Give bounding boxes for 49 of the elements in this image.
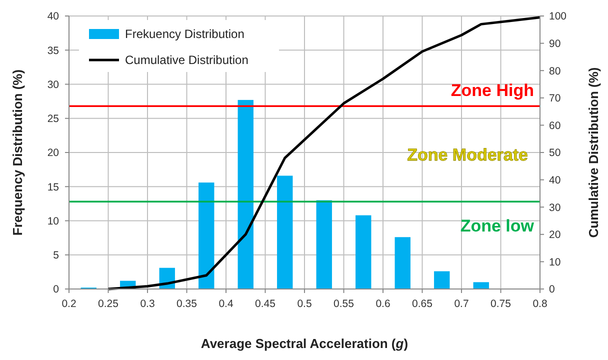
bar — [356, 215, 372, 289]
y2-tick-label: 90 — [549, 38, 561, 50]
annotation: Zone Moderate — [407, 145, 528, 164]
y-axis-title: Frequency Distribution (%) — [10, 69, 25, 236]
y2-tick-label: 0 — [549, 284, 555, 296]
bar — [434, 271, 450, 289]
x-tick-label: 0.45 — [255, 298, 276, 310]
x-tick-label: 0.55 — [334, 298, 354, 310]
y-tick-label: 5 — [53, 250, 60, 262]
y2-axis-title: Cumulative Distribution (%) — [586, 67, 601, 238]
y-tick-label: 20 — [47, 147, 60, 160]
y2-tick-label: 60 — [549, 120, 561, 132]
bar — [473, 282, 489, 289]
x-tick-label: 0.7 — [454, 298, 469, 310]
legend-label: Cumulative Distribution — [125, 53, 248, 68]
y2-tick-label: 50 — [549, 147, 561, 160]
y-tick-label: 10 — [47, 215, 60, 228]
x-tick-label: 0.6 — [376, 298, 390, 310]
y2-tick-label: 20 — [549, 229, 561, 242]
y2-tick-label: 70 — [549, 92, 561, 105]
bar — [198, 182, 214, 289]
x-tick-label: 0.2 — [62, 298, 76, 310]
ref-line-label: Zone High — [450, 81, 534, 100]
x-tick-label: 0.4 — [218, 298, 234, 310]
bar — [394, 237, 410, 289]
x-tick-label: 0.75 — [490, 298, 512, 310]
y2-tick-label: 10 — [549, 256, 561, 268]
bar — [238, 100, 254, 289]
x-tick-label: 0.3 — [140, 298, 155, 310]
y2-tick-label: 30 — [549, 202, 561, 214]
y-tick-label: 25 — [47, 113, 60, 126]
y2-tick-label: 100 — [549, 10, 567, 23]
y2-tick-label: 80 — [549, 65, 561, 78]
bar — [316, 200, 332, 289]
x-tick-label: 0.65 — [412, 298, 433, 310]
x-tick-label: 0.8 — [532, 298, 548, 310]
ref-line-label: Zone low — [460, 216, 535, 236]
y-tick-label: 40 — [47, 10, 60, 23]
legend-label: Frekuency Distribution — [125, 27, 244, 42]
x-tick-label: 0.35 — [176, 298, 198, 310]
y-tick-label: 30 — [47, 78, 60, 91]
bar — [277, 176, 293, 289]
x-tick-label: 0.5 — [297, 298, 312, 310]
y-tick-label: 35 — [47, 44, 60, 57]
y-tick-label: 15 — [47, 181, 60, 194]
y-tick-label: 0 — [53, 284, 60, 296]
x-tick-label: 0.25 — [98, 298, 119, 310]
x-axis-title: Average Spectral Acceleration (g) — [200, 336, 408, 351]
y2-tick-label: 40 — [549, 174, 561, 186]
